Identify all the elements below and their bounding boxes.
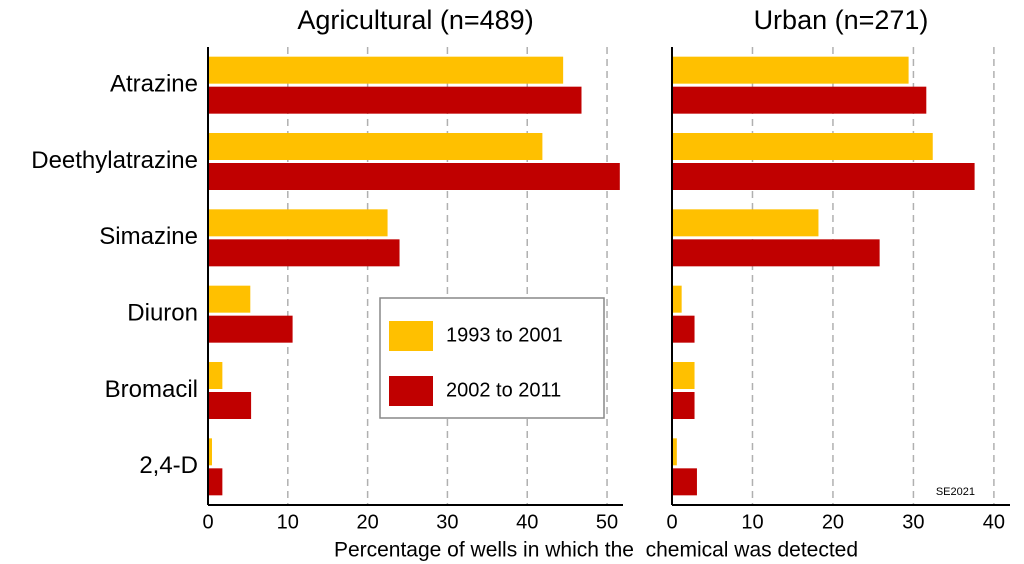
bar — [672, 315, 695, 343]
x-tick-label: 20 — [356, 511, 378, 533]
x-axis-label: Percentage of wells in which the chemica… — [334, 539, 858, 562]
chart-title: Urban (n=271) — [754, 5, 929, 35]
annotation: SE2021 — [936, 486, 975, 498]
bar — [672, 239, 880, 267]
bar — [208, 362, 223, 389]
bar — [672, 209, 819, 237]
bar — [672, 285, 682, 313]
x-tick-label: 10 — [277, 511, 299, 533]
x-tick-label: 0 — [202, 511, 213, 533]
bar — [208, 86, 582, 114]
bar — [672, 86, 927, 114]
bar — [208, 468, 223, 496]
y-tick-label: Atrazine — [110, 71, 198, 98]
x-tick-label: 30 — [902, 511, 924, 533]
y-tick-label: Deethylatrazine — [31, 147, 198, 174]
legend-label: 1993 to 2001 — [446, 324, 563, 346]
legend-swatch — [389, 321, 433, 351]
bar — [208, 315, 293, 343]
bar — [672, 468, 697, 496]
y-tick-label: Diuron — [127, 300, 198, 327]
y-tick-label: Simazine — [99, 223, 198, 250]
bar — [208, 239, 400, 267]
x-tick-label: 30 — [436, 511, 458, 533]
bar — [208, 133, 543, 160]
bar — [208, 392, 252, 419]
x-tick-label: 40 — [516, 511, 538, 533]
bar — [208, 209, 388, 237]
bar — [672, 163, 975, 190]
bar — [672, 362, 695, 389]
x-tick-label: 10 — [741, 511, 763, 533]
bar — [672, 392, 695, 419]
legend-swatch — [389, 376, 433, 406]
x-tick-label: 40 — [983, 511, 1005, 533]
bar — [208, 163, 620, 190]
x-tick-label: 50 — [596, 511, 618, 533]
y-tick-label: Bromacil — [105, 376, 198, 403]
bar — [208, 285, 251, 313]
y-tick-label: 2,4-D — [139, 452, 198, 479]
bar — [672, 56, 909, 84]
bar — [208, 56, 564, 84]
chart-title: Agricultural (n=489) — [297, 5, 533, 35]
bar — [672, 438, 677, 466]
x-tick-label: 0 — [666, 511, 677, 533]
legend-label: 2002 to 2011 — [446, 379, 561, 401]
bar — [672, 133, 933, 160]
bar — [208, 438, 212, 466]
x-tick-label: 20 — [822, 511, 844, 533]
